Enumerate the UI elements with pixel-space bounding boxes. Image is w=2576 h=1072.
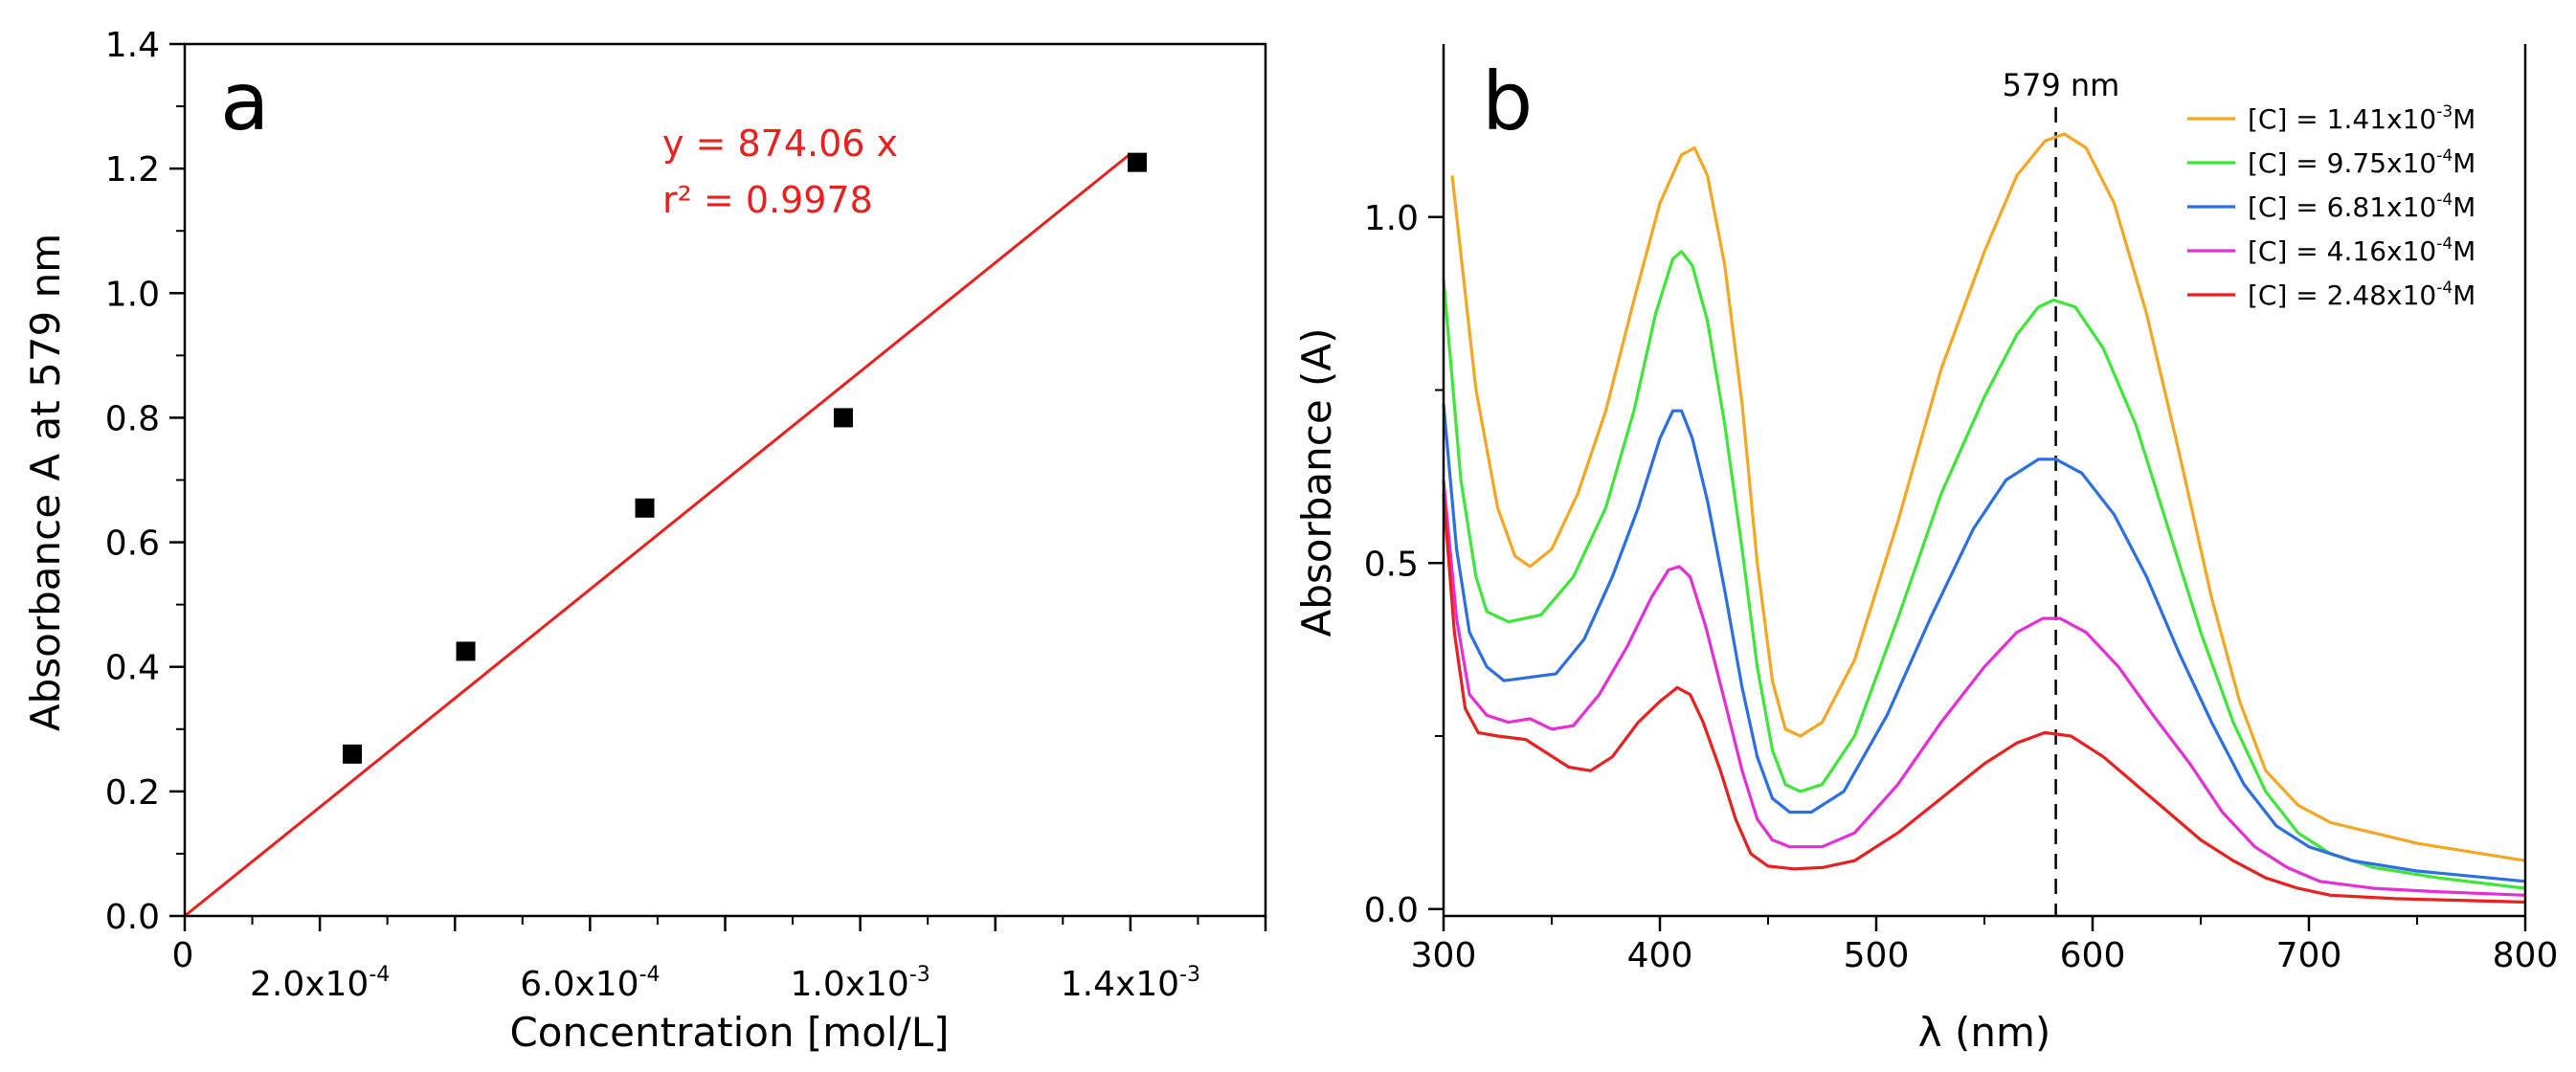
series-line [1442,250,2526,890]
x-tick-label: 300 [1411,936,1477,975]
y-tick-label: 1.2 [105,150,160,190]
panel-b-letter: b [1482,55,1533,148]
legend-label: [C] = 2.48x10-4M [2248,279,2475,311]
x-axis-label: Concentration [mol/L] [509,1009,949,1056]
y-tick-label: 0.4 [105,649,160,688]
x-tick-label: 6.0x10-4 [520,963,660,1004]
y-tick-label: 1.0 [1364,199,1419,238]
y-axis-label: Absorbance A at 579 nm [22,234,69,731]
x-tick-label: 1.0x10-3 [790,963,930,1004]
x-tick-label: 500 [1844,936,1910,975]
y-tick-label: 0.2 [105,773,160,813]
axes-layer: 0 2.0x10-4 6.0x10-4 1.0x10-3 1.4x10-3 0.0 0.2 0… [105,26,1267,1004]
y-tick-label: 0.0 [1364,891,1419,930]
y-tick-label: 0.8 [105,399,160,438]
x-tick-label: 600 [2060,936,2126,975]
fit-line [184,152,1131,918]
data-points-layer [342,152,1147,764]
panel-a-letter: a [220,55,269,148]
y-tick-label: 0.0 [105,898,160,937]
x-tick-label: 0 [172,936,194,975]
data-point [456,641,476,661]
y-axis-label: Absorbance (A) [1293,327,1340,636]
data-point [1127,152,1147,172]
series-line [1442,403,2526,883]
y-tick-label: 0.6 [105,525,160,564]
legend-label: [C] = 1.41x10-3M [2248,102,2475,135]
fit-equation-label: y = 874.06 x [662,123,898,165]
x-tick-label: 1.4x10-3 [1061,963,1200,1004]
data-point [833,408,853,428]
x-tick-label: 400 [1627,936,1693,975]
fit-r2-label: r² = 0.9978 [662,179,873,221]
series-line [1450,132,2526,862]
axes-layer: 300 400 500 600 700 800 0.0 0.5 1.0 [1364,44,2559,975]
y-tick-label: 1.0 [105,275,160,314]
legend-label: [C] = 9.75x10-4M [2248,146,2475,179]
reference-line-label: 579 nm [2003,67,2120,103]
legend-label: [C] = 4.16x10-4M [2248,234,2475,267]
y-tick-label: 1.4 [105,26,160,65]
series-layer [1442,132,2526,904]
panel-b-chart: b 300 400 500 600 700 800 0.0 0.5 1.0 579 nm [C]… [1293,44,2558,1056]
y-tick-label: 0.5 [1364,545,1419,584]
x-tick-label: 2.0x10-4 [250,963,390,1004]
fit-line-layer [184,152,1131,918]
x-axis-label: λ (nm) [1918,1009,2051,1056]
panel-a-chart: a 0 2.0x10-4 6.0x10-4 1.0x10-3 1.4x10-3 0.0 0.… [22,26,1267,1056]
x-tick-label: 700 [2276,936,2342,975]
legend: [C] = 1.41x10-3M [C] = 9.75x10-4M [C] = 6.… [2187,102,2475,311]
series-line [1442,480,2526,897]
data-point [342,744,362,764]
legend-label: [C] = 6.81x10-4M [2248,190,2475,223]
data-point [635,498,655,518]
x-tick-label: 800 [2493,936,2559,975]
series-line [1442,493,2526,904]
